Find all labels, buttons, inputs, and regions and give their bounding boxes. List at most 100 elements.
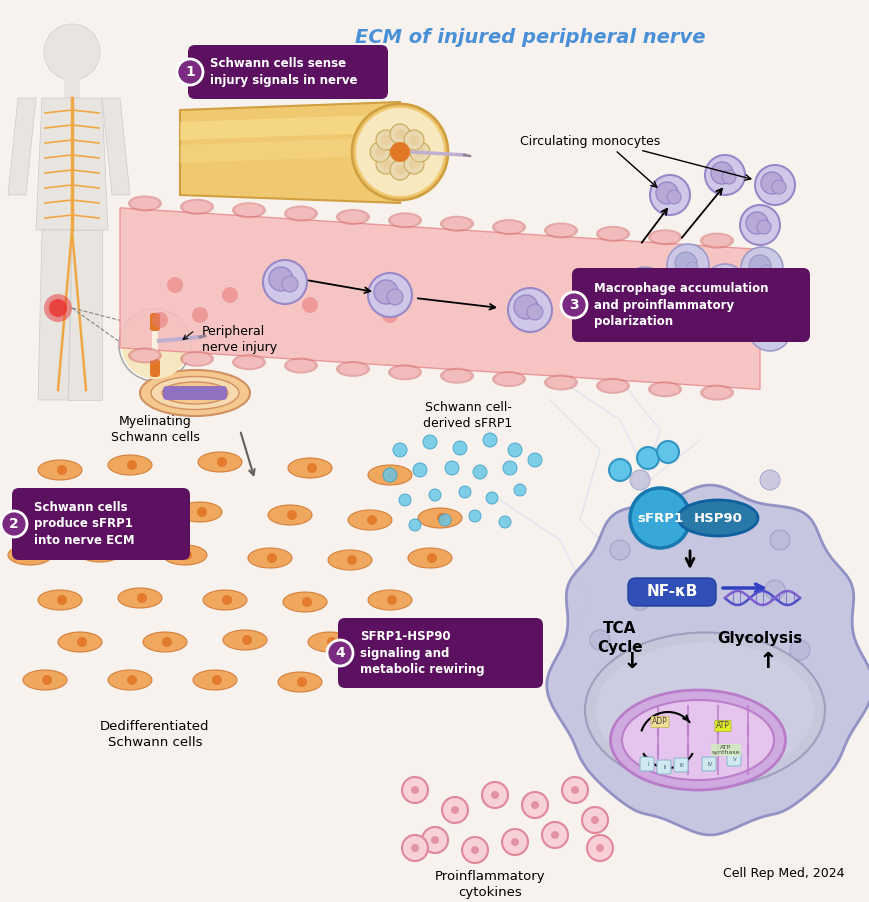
- Circle shape: [740, 205, 779, 245]
- Ellipse shape: [287, 360, 315, 372]
- Circle shape: [327, 637, 336, 647]
- Circle shape: [666, 317, 677, 329]
- Circle shape: [581, 807, 607, 833]
- Circle shape: [609, 540, 629, 560]
- Polygon shape: [180, 102, 400, 203]
- Text: HSP90: HSP90: [693, 511, 741, 524]
- Circle shape: [530, 801, 539, 809]
- Circle shape: [374, 280, 397, 304]
- Circle shape: [408, 159, 419, 169]
- Ellipse shape: [595, 642, 813, 778]
- FancyBboxPatch shape: [701, 757, 715, 771]
- Text: I: I: [647, 762, 648, 768]
- Circle shape: [656, 441, 678, 463]
- Circle shape: [686, 262, 697, 274]
- Ellipse shape: [128, 196, 162, 211]
- Ellipse shape: [584, 632, 824, 787]
- Circle shape: [119, 309, 191, 381]
- Circle shape: [754, 165, 794, 205]
- Circle shape: [459, 486, 470, 498]
- Circle shape: [269, 267, 293, 291]
- Ellipse shape: [38, 460, 82, 480]
- Circle shape: [642, 285, 654, 297]
- Circle shape: [550, 831, 559, 839]
- Circle shape: [473, 465, 487, 479]
- Circle shape: [482, 433, 496, 447]
- Ellipse shape: [287, 207, 315, 219]
- Circle shape: [570, 786, 579, 794]
- Circle shape: [514, 295, 537, 319]
- Polygon shape: [68, 230, 102, 400]
- FancyBboxPatch shape: [338, 618, 542, 688]
- Bar: [64, 77, 80, 99]
- Circle shape: [441, 797, 468, 823]
- Circle shape: [44, 294, 72, 322]
- Circle shape: [136, 593, 147, 603]
- Circle shape: [481, 782, 507, 808]
- Ellipse shape: [248, 548, 292, 568]
- Circle shape: [216, 457, 227, 467]
- Circle shape: [387, 470, 396, 480]
- Circle shape: [667, 244, 708, 286]
- Text: NF-κB: NF-κB: [646, 584, 697, 600]
- Ellipse shape: [162, 382, 228, 404]
- Circle shape: [756, 220, 770, 234]
- Circle shape: [436, 513, 447, 523]
- Ellipse shape: [621, 700, 773, 780]
- Circle shape: [382, 468, 396, 482]
- Ellipse shape: [282, 592, 327, 612]
- Text: IV: IV: [706, 762, 712, 768]
- Ellipse shape: [108, 455, 152, 475]
- Text: ADP: ADP: [652, 717, 667, 726]
- Circle shape: [347, 555, 356, 565]
- Circle shape: [748, 255, 770, 277]
- Text: TCA
Cycle: TCA Cycle: [596, 621, 642, 655]
- Ellipse shape: [335, 361, 369, 377]
- Ellipse shape: [131, 349, 159, 362]
- Ellipse shape: [180, 198, 214, 215]
- Circle shape: [415, 147, 425, 157]
- Ellipse shape: [442, 370, 470, 382]
- Ellipse shape: [93, 498, 136, 518]
- Ellipse shape: [492, 219, 526, 235]
- Circle shape: [541, 822, 567, 848]
- Circle shape: [486, 492, 497, 504]
- Ellipse shape: [702, 235, 730, 246]
- Ellipse shape: [78, 542, 122, 562]
- Ellipse shape: [702, 387, 730, 399]
- Circle shape: [527, 304, 542, 320]
- Polygon shape: [180, 137, 400, 163]
- Circle shape: [381, 159, 390, 169]
- Circle shape: [439, 514, 450, 526]
- Circle shape: [667, 190, 680, 204]
- Circle shape: [375, 130, 395, 150]
- Ellipse shape: [650, 231, 678, 244]
- FancyBboxPatch shape: [640, 757, 653, 771]
- Circle shape: [561, 777, 587, 803]
- FancyBboxPatch shape: [656, 760, 670, 774]
- Circle shape: [49, 299, 67, 317]
- Ellipse shape: [547, 376, 574, 389]
- Circle shape: [726, 284, 768, 326]
- Ellipse shape: [339, 363, 367, 375]
- Ellipse shape: [131, 198, 159, 209]
- Circle shape: [393, 443, 407, 457]
- Circle shape: [760, 172, 782, 194]
- Circle shape: [222, 287, 238, 303]
- Circle shape: [590, 816, 599, 824]
- Circle shape: [422, 435, 436, 449]
- Ellipse shape: [440, 368, 474, 383]
- Text: Schwann cell-
derived sFRP1: Schwann cell- derived sFRP1: [423, 401, 512, 430]
- Ellipse shape: [390, 366, 419, 378]
- Ellipse shape: [388, 364, 421, 381]
- Circle shape: [468, 510, 481, 522]
- Ellipse shape: [118, 588, 162, 608]
- FancyBboxPatch shape: [149, 313, 160, 331]
- FancyBboxPatch shape: [163, 386, 227, 400]
- Ellipse shape: [182, 201, 211, 213]
- Circle shape: [720, 500, 740, 520]
- Text: 2: 2: [9, 517, 19, 531]
- Circle shape: [57, 465, 67, 475]
- Circle shape: [387, 595, 396, 605]
- Circle shape: [196, 507, 207, 517]
